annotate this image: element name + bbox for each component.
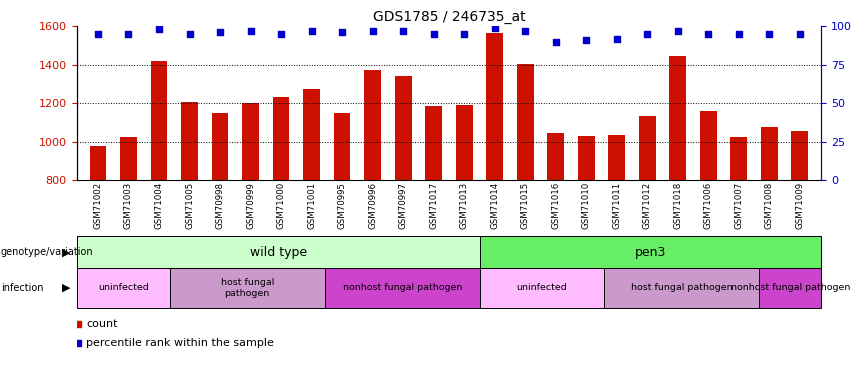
Point	[488, 25, 501, 31]
Point	[122, 31, 135, 37]
Bar	[395, 76, 412, 180]
Bar	[578, 136, 595, 180]
Point	[366, 28, 380, 34]
Bar	[151, 61, 168, 180]
Point	[243, 28, 257, 34]
Bar	[120, 137, 137, 180]
Bar	[334, 113, 351, 180]
Point	[71, 340, 85, 346]
Bar	[181, 102, 198, 180]
Text: nonhost fungal pathogen: nonhost fungal pathogen	[343, 284, 462, 292]
Text: GSM71011: GSM71011	[612, 182, 621, 229]
Point	[71, 321, 85, 327]
Bar	[517, 64, 534, 180]
Text: GSM70999: GSM70999	[246, 182, 255, 228]
Text: GSM71008: GSM71008	[765, 182, 774, 229]
Bar	[547, 133, 564, 180]
Bar	[730, 137, 747, 180]
Text: pen3: pen3	[635, 246, 666, 259]
Point	[518, 28, 532, 34]
Bar	[77, 268, 169, 308]
Text: GSM71003: GSM71003	[124, 182, 133, 229]
Text: GSM71014: GSM71014	[490, 182, 500, 229]
Point	[91, 31, 105, 37]
Text: GSM71006: GSM71006	[704, 182, 713, 229]
Point	[152, 26, 166, 32]
Title: GDS1785 / 246735_at: GDS1785 / 246735_at	[373, 10, 525, 24]
Point	[549, 39, 563, 45]
Text: genotype/variation: genotype/variation	[1, 247, 94, 257]
Text: GSM71017: GSM71017	[429, 182, 438, 229]
Bar	[639, 116, 655, 180]
Text: GSM71018: GSM71018	[673, 182, 683, 229]
Point	[580, 37, 593, 43]
Point	[427, 31, 441, 37]
Point	[610, 36, 624, 42]
Text: ▶: ▶	[62, 247, 71, 257]
Bar	[759, 268, 821, 308]
Bar	[670, 56, 686, 180]
Point	[335, 29, 349, 35]
Text: count: count	[86, 320, 117, 329]
Bar	[761, 127, 778, 180]
Bar	[272, 98, 289, 180]
Text: percentile rank within the sample: percentile rank within the sample	[86, 338, 274, 348]
Text: GSM71010: GSM71010	[582, 182, 591, 229]
Text: GSM70995: GSM70995	[338, 182, 346, 229]
Point	[305, 28, 318, 34]
Bar	[426, 106, 442, 180]
Point	[183, 31, 197, 37]
Text: uninfected: uninfected	[517, 284, 568, 292]
Text: GSM71013: GSM71013	[460, 182, 469, 229]
Text: ▶: ▶	[62, 283, 71, 293]
Point	[457, 31, 471, 37]
Text: GSM71004: GSM71004	[155, 182, 163, 229]
Text: GSM70996: GSM70996	[368, 182, 377, 229]
Bar	[303, 89, 320, 180]
Bar	[212, 113, 228, 180]
Text: nonhost fungal pathogen: nonhost fungal pathogen	[730, 284, 850, 292]
Point	[762, 31, 776, 37]
Text: GSM71001: GSM71001	[307, 182, 316, 229]
Text: wild type: wild type	[249, 246, 307, 259]
Point	[671, 28, 684, 34]
Bar	[608, 135, 625, 180]
Point	[641, 31, 654, 37]
Text: GSM70998: GSM70998	[215, 182, 225, 229]
Bar	[169, 268, 325, 308]
Text: uninfected: uninfected	[98, 284, 149, 292]
Text: infection: infection	[1, 283, 43, 293]
Text: GSM70997: GSM70997	[398, 182, 408, 229]
Text: GSM71012: GSM71012	[643, 182, 652, 229]
Point	[214, 29, 227, 35]
Point	[732, 31, 745, 37]
Bar	[325, 268, 480, 308]
Text: GSM71002: GSM71002	[94, 182, 102, 229]
Bar	[480, 236, 821, 268]
Text: GSM71000: GSM71000	[277, 182, 286, 229]
Point	[274, 31, 288, 37]
Text: GSM71016: GSM71016	[551, 182, 560, 229]
Text: host fungal
pathogen: host fungal pathogen	[220, 278, 274, 297]
Point	[793, 31, 807, 37]
Text: host fungal pathogen: host fungal pathogen	[631, 284, 733, 292]
Text: GSM71009: GSM71009	[796, 182, 804, 229]
Point	[701, 31, 715, 37]
Bar	[604, 268, 759, 308]
Bar	[243, 103, 259, 180]
Text: GSM71007: GSM71007	[734, 182, 743, 229]
Bar	[486, 33, 503, 180]
Bar	[456, 105, 472, 180]
Bar	[700, 111, 717, 180]
Bar	[791, 131, 808, 180]
Text: GSM71015: GSM71015	[521, 182, 529, 229]
Bar	[77, 236, 480, 268]
Bar	[89, 146, 106, 180]
Text: GSM71005: GSM71005	[185, 182, 194, 229]
Bar	[480, 268, 604, 308]
Point	[397, 28, 410, 34]
Bar	[364, 70, 381, 180]
